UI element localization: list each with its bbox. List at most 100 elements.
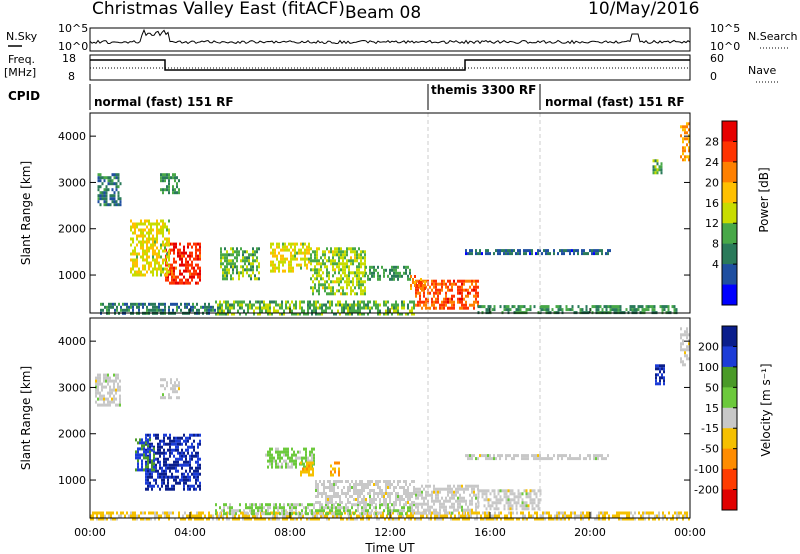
data-cell bbox=[651, 305, 654, 309]
data-cell bbox=[545, 308, 548, 312]
data-cell bbox=[345, 300, 347, 304]
data-cell bbox=[322, 286, 324, 290]
data-cell bbox=[370, 514, 372, 518]
data-cell bbox=[425, 496, 427, 500]
data-cell bbox=[479, 252, 481, 256]
data-cell bbox=[186, 305, 188, 309]
data-cell bbox=[235, 300, 237, 304]
data-cell bbox=[568, 517, 570, 521]
data-cell bbox=[488, 511, 490, 515]
data-cell bbox=[114, 302, 116, 306]
data-cell bbox=[145, 487, 147, 491]
data-cell bbox=[433, 499, 435, 503]
data-cell bbox=[269, 462, 271, 466]
data-cell bbox=[158, 261, 160, 265]
data-cell bbox=[139, 453, 141, 457]
data-cell bbox=[321, 512, 323, 516]
data-cell bbox=[111, 179, 114, 183]
data-cell bbox=[422, 284, 424, 287]
data-cell bbox=[521, 305, 524, 309]
data-cell bbox=[320, 256, 322, 260]
data-cell bbox=[352, 259, 354, 263]
data-cell bbox=[101, 176, 104, 180]
data-cell bbox=[113, 197, 116, 201]
data-cell bbox=[682, 128, 684, 132]
data-cell bbox=[140, 273, 142, 277]
data-cell bbox=[187, 439, 189, 443]
data-cell bbox=[310, 253, 312, 257]
data-cell bbox=[194, 305, 196, 309]
data-cell bbox=[473, 303, 475, 307]
data-cell bbox=[281, 312, 283, 316]
data-cell bbox=[282, 257, 284, 261]
data-cell bbox=[347, 501, 349, 504]
data-cell bbox=[331, 309, 333, 313]
data-cell bbox=[312, 292, 314, 296]
data-cell bbox=[461, 496, 463, 500]
data-cell bbox=[312, 467, 314, 471]
data-cell bbox=[688, 348, 690, 352]
data-cell bbox=[369, 501, 371, 504]
ytick-label: 4000 bbox=[58, 335, 86, 348]
data-cell bbox=[310, 268, 312, 272]
data-cell bbox=[179, 451, 181, 455]
data-cell bbox=[569, 252, 571, 256]
data-cell bbox=[309, 303, 311, 307]
data-cell bbox=[548, 511, 550, 515]
xtick-label: 12:00 bbox=[374, 526, 406, 539]
data-cell bbox=[489, 504, 492, 508]
data-cell bbox=[141, 465, 143, 469]
data-cell bbox=[152, 255, 154, 259]
data-cell bbox=[226, 259, 228, 263]
data-cell bbox=[654, 514, 656, 518]
data-cell bbox=[403, 498, 405, 501]
data-cell bbox=[171, 466, 173, 470]
data-cell bbox=[335, 492, 337, 495]
data-cell bbox=[346, 274, 348, 278]
data-cell bbox=[419, 291, 421, 295]
data-cell bbox=[319, 501, 321, 504]
data-cell bbox=[449, 282, 451, 286]
data-cell bbox=[116, 511, 118, 515]
data-cell bbox=[385, 309, 387, 313]
data-cell bbox=[307, 459, 309, 463]
data-cell bbox=[140, 231, 142, 235]
data-cell bbox=[178, 396, 180, 400]
data-cell bbox=[350, 517, 352, 521]
data-cell bbox=[547, 308, 550, 312]
data-cell bbox=[270, 245, 272, 249]
data-cell bbox=[412, 511, 414, 515]
data-cell bbox=[159, 442, 161, 446]
data-cell bbox=[223, 509, 225, 513]
data-cell bbox=[439, 508, 441, 512]
data-cell bbox=[525, 249, 527, 253]
data-cell bbox=[561, 454, 563, 458]
data-cell bbox=[342, 289, 344, 293]
data-cell bbox=[191, 275, 193, 279]
data-cell bbox=[415, 487, 417, 491]
data-cell bbox=[451, 288, 453, 292]
data-cell bbox=[157, 445, 159, 449]
data-cell bbox=[435, 508, 437, 512]
date-label: 10/May/2016 bbox=[588, 0, 700, 19]
data-cell bbox=[195, 245, 197, 249]
data-cell bbox=[401, 312, 403, 316]
data-cell bbox=[224, 277, 226, 281]
data-cell bbox=[457, 487, 459, 491]
data-cell bbox=[461, 306, 463, 310]
data-cell bbox=[152, 270, 154, 274]
data-cell bbox=[97, 200, 100, 204]
data-cell bbox=[278, 266, 280, 270]
data-cell bbox=[144, 511, 146, 515]
data-cell bbox=[365, 483, 367, 486]
data-cell bbox=[459, 306, 461, 310]
data-cell bbox=[279, 512, 281, 516]
data-cell bbox=[663, 367, 665, 371]
data-cell bbox=[244, 262, 246, 266]
data-cell bbox=[642, 517, 644, 521]
data-cell bbox=[350, 256, 352, 260]
data-cell bbox=[153, 456, 155, 460]
data-cell bbox=[333, 492, 335, 495]
data-cell bbox=[281, 506, 283, 510]
data-cell bbox=[426, 514, 428, 518]
